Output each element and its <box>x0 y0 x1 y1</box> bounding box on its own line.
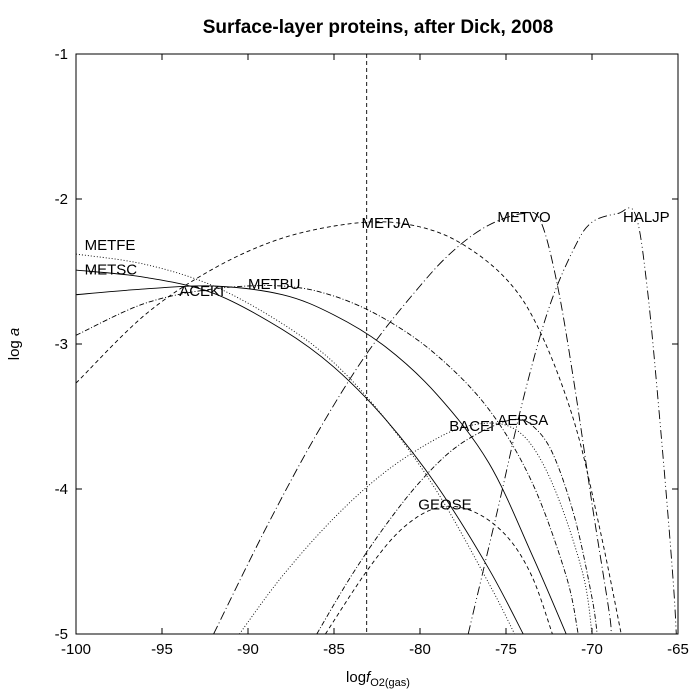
series-line-geose <box>325 505 553 634</box>
x-tick-label: -85 <box>323 641 345 658</box>
series-label-bacei: BACEI <box>449 418 494 435</box>
x-axis: -100 -95 -90 -85 -80 -75 -70 -65 <box>61 54 689 658</box>
x-axis-label: logfO2(gas) <box>346 669 410 689</box>
series-line-aersa <box>316 418 598 634</box>
y-tick-label: -3 <box>55 336 68 353</box>
y-tick-label: -4 <box>55 481 68 498</box>
x-axis-label-prefix: log <box>346 669 366 686</box>
series-label-metja: METJA <box>362 215 411 232</box>
y-tick-label: -1 <box>55 46 68 63</box>
series-line-metbu <box>76 285 579 634</box>
series-line-bacei <box>239 422 593 634</box>
series-line-haljp <box>467 207 677 634</box>
series-label-geose: GEOSE <box>418 496 471 513</box>
series-line-metfe <box>76 253 516 634</box>
series-label-metbu: METBU <box>248 276 301 293</box>
x-tick-label: -70 <box>581 641 603 658</box>
x-tick-label: -95 <box>151 641 173 658</box>
x-tick-label: -75 <box>495 641 517 658</box>
series-line-metja <box>76 221 622 634</box>
y-tick-label: -5 <box>55 626 68 643</box>
series-line-metsc <box>76 269 524 634</box>
plot-frame <box>75 53 679 635</box>
y-axis: -5 -4 -3 -2 -1 <box>55 46 678 643</box>
series-line-metvo <box>213 211 612 634</box>
x-tick-label: -100 <box>61 641 91 658</box>
x-tick-label: -80 <box>409 641 431 658</box>
series-label-haljp: HALJP <box>623 209 670 226</box>
series-label-aceki: ACEKI <box>179 283 224 300</box>
y-axis-label: log a <box>6 328 23 361</box>
series-line-aceki <box>76 285 567 634</box>
x-axis-label-symbol: f <box>366 669 372 686</box>
y-axis-label-prefix: log <box>6 336 23 360</box>
x-tick-label: -90 <box>237 641 259 658</box>
series-label-metsc: METSC <box>85 261 138 278</box>
x-axis-label-subscript: O2(gas) <box>370 677 410 689</box>
series-label-metfe: METFE <box>85 237 136 254</box>
chart-title: Surface-layer proteins, after Dick, 2008 <box>203 17 554 38</box>
y-axis-label-symbol: a <box>6 328 23 336</box>
plot-curves <box>76 54 677 634</box>
x-tick-label: -65 <box>667 641 689 658</box>
series-label-metvo: METVO <box>497 209 550 226</box>
series-label-aersa: AERSA <box>497 412 548 429</box>
series-labels: METFE METSC ACEKI METBU METJA METVO HALJP BACEI… <box>85 209 670 513</box>
y-tick-label: -2 <box>55 191 68 208</box>
